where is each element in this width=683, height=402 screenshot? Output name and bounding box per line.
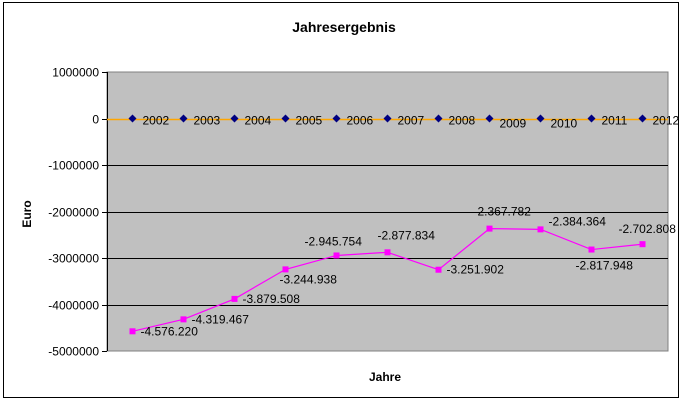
data-label: -2.877.834: [378, 228, 436, 242]
data-point: [486, 225, 493, 232]
x-axis-label: Jahre: [369, 370, 401, 384]
year-marker: [128, 114, 137, 123]
x-tick-label: 2006: [347, 114, 374, 128]
x-tick-label: 2010: [551, 117, 578, 131]
chart-title: Jahresergebnis: [292, 19, 396, 35]
data-label: -4.576.220: [141, 324, 199, 338]
data-point: [180, 316, 187, 323]
data-point: [129, 328, 136, 335]
y-tick-label: -3000000: [48, 252, 99, 266]
data-label: -2.384.364: [549, 214, 607, 228]
x-tick-label: 2007: [398, 114, 425, 128]
data-point: [333, 252, 340, 259]
data-label: -3.879.508: [243, 292, 301, 306]
data-point: [537, 226, 544, 233]
data-label: -2.817.948: [576, 259, 634, 273]
data-point: [282, 266, 289, 273]
data-label: -3.251.902: [447, 263, 505, 277]
data-label: -4.319.467: [192, 312, 250, 326]
data-point: [231, 295, 238, 302]
x-tick-label: 2003: [194, 114, 221, 128]
year-marker: [179, 114, 188, 123]
y-tick-label: -1000000: [48, 159, 99, 173]
data-label: -3.244.938: [280, 272, 338, 286]
y-tick-label: 1000000: [52, 66, 99, 80]
year-marker: [230, 114, 239, 123]
data-label: -2.367.782: [474, 205, 532, 219]
year-marker: [434, 114, 443, 123]
x-tick-label: 2011: [602, 114, 628, 128]
year-marker: [536, 114, 545, 123]
data-label: -2.702.808: [619, 222, 677, 236]
data-point: [435, 266, 442, 273]
x-tick-label: 2012: [653, 114, 680, 128]
data-point: [639, 241, 646, 248]
x-tick-label: 2009: [500, 117, 527, 131]
year-marker: [485, 114, 494, 123]
data-point: [384, 249, 391, 256]
plot-area: 1000000 0 -1000000 -2000000 -3000000 -4000000…: [48, 66, 679, 359]
year-marker: [383, 114, 392, 123]
year-marker: [587, 114, 596, 123]
data-label: -2.945.754: [305, 234, 363, 248]
data-point: [588, 246, 595, 253]
y-tick-label: -2000000: [48, 206, 99, 220]
chart-frame: Jahresergebnis Euro Jahre 1000000 0 -10000…: [3, 2, 680, 398]
plot-background: [106, 71, 669, 352]
x-tick-label: 2002: [143, 114, 170, 128]
x-tick-label: 2008: [449, 114, 476, 128]
x-tick-label: 2004: [245, 114, 272, 128]
y-tick-label: -4000000: [48, 299, 99, 313]
y-axis-label: Euro: [20, 200, 34, 227]
y-tick-label: -5000000: [48, 345, 99, 359]
x-tick-label: 2005: [296, 114, 323, 128]
line-chart: Jahresergebnis Euro Jahre 1000000 0 -10000…: [20, 19, 680, 384]
year-marker: [638, 114, 647, 123]
year-marker: [281, 114, 290, 123]
year-marker: [332, 114, 341, 123]
y-tick-label: 0: [92, 113, 99, 127]
